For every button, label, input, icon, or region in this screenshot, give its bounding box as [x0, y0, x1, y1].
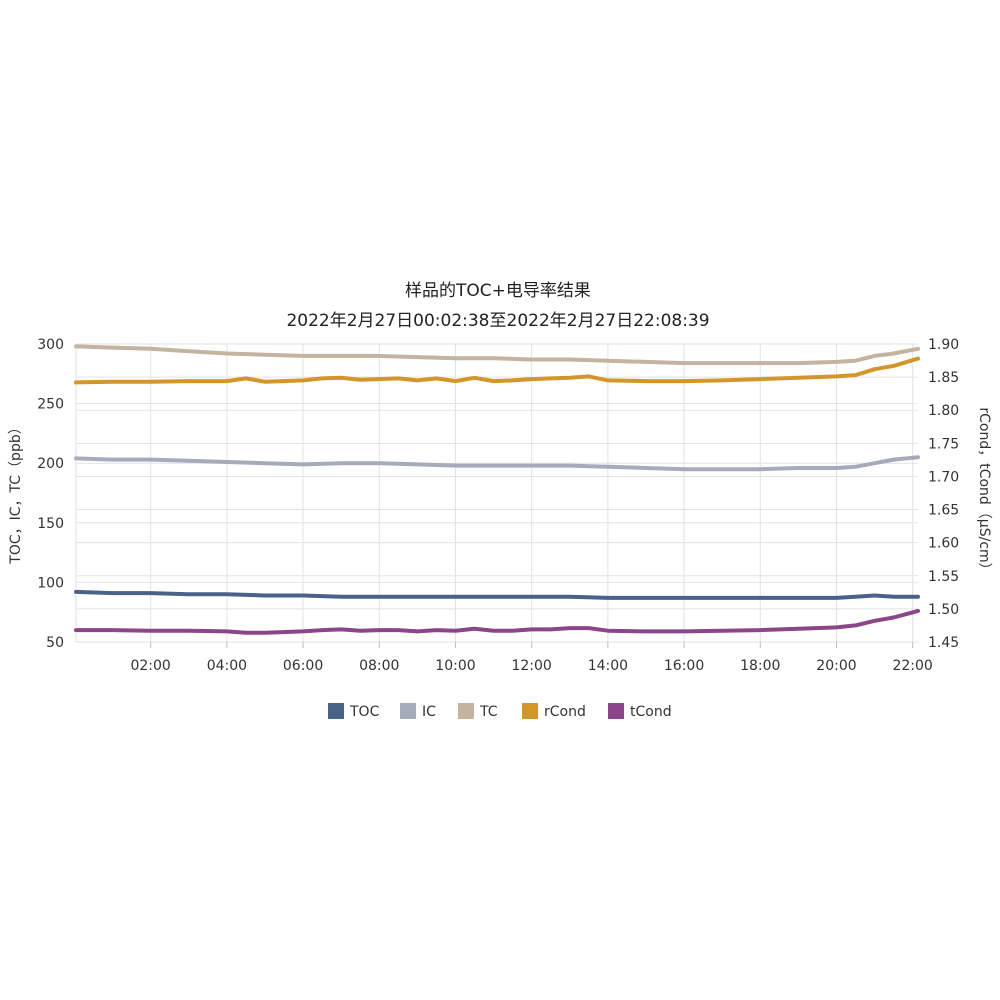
series-line-rcond: [74, 356, 920, 385]
x-tick-label: 10:00: [435, 658, 475, 674]
legend-swatch-toc: [328, 703, 344, 719]
series-line-tcond: [74, 608, 920, 635]
legend-label-tc: TC: [479, 704, 498, 720]
x-tick-label: 12:00: [511, 658, 551, 674]
y-axis-left-ticks: 300 250 200 150 100 50: [37, 337, 64, 651]
x-tick-label: 22:00: [892, 658, 932, 674]
legend-swatch-rcond: [522, 703, 538, 719]
y-tick-label: 300: [37, 337, 64, 353]
y2-tick-label: 1.45: [928, 635, 959, 651]
x-tick-label: 14:00: [588, 658, 628, 674]
y-tick-label: 50: [46, 635, 64, 651]
x-tick-label: 20:00: [816, 658, 856, 674]
x-axis-ticks: 02:00 04:00 06:00 08:00 10:00 12:00 14:00 16:00…: [130, 658, 932, 674]
series-line-tc: [74, 344, 920, 366]
y-tick-label: 200: [37, 456, 64, 472]
y2-tick-label: 1.70: [928, 469, 959, 485]
y2-tick-label: 1.75: [928, 436, 959, 452]
grid: [75, 343, 918, 648]
chart-subtitle: 2022年2月27日00:02:38至2022年2月27日22:08:39: [286, 311, 709, 331]
series-line-ic: [74, 455, 920, 472]
legend-swatch-ic: [400, 703, 416, 719]
x-tick-label: 04:00: [207, 658, 247, 674]
legend-label-ic: IC: [422, 704, 436, 720]
series-lines: [74, 344, 920, 635]
y2-tick-label: 1.80: [928, 403, 959, 419]
series-line-toc: [74, 589, 920, 600]
x-tick-label: 06:00: [283, 658, 323, 674]
y-tick-label: 100: [37, 575, 64, 591]
y-tick-label: 250: [37, 397, 64, 413]
y2-tick-label: 1.90: [928, 337, 959, 353]
legend-label-toc: TOC: [349, 704, 380, 720]
y2-tick-label: 1.55: [928, 569, 959, 585]
x-tick-label: 02:00: [130, 658, 170, 674]
x-tick-label: 08:00: [359, 658, 399, 674]
legend-swatch-tcond: [608, 703, 624, 719]
x-tick-label: 16:00: [664, 658, 704, 674]
y-tick-label: 150: [37, 516, 64, 532]
legend-label-rcond: rCond: [544, 704, 586, 720]
y2-tick-label: 1.50: [928, 602, 959, 618]
y2-tick-label: 1.65: [928, 503, 959, 519]
chart-title: 样品的TOC+电导率结果: [405, 281, 591, 301]
legend-swatch-tc: [458, 703, 474, 719]
legend-label-tcond: tCond: [630, 704, 672, 720]
y-axis-right-label: rCond，tCond（μS/cm）: [976, 407, 992, 576]
y2-tick-label: 1.60: [928, 536, 959, 552]
y-axis-right-ticks: 1.90 1.85 1.80 1.75 1.70 1.65 1.60 1.55 1.50 1.45: [928, 337, 959, 651]
legend: TOC IC TC rCond tCond: [328, 703, 672, 720]
y2-tick-label: 1.85: [928, 370, 959, 386]
y-axis-left-label: TOC，IC，TC（ppb）: [8, 420, 24, 564]
x-tick-label: 18:00: [740, 658, 780, 674]
